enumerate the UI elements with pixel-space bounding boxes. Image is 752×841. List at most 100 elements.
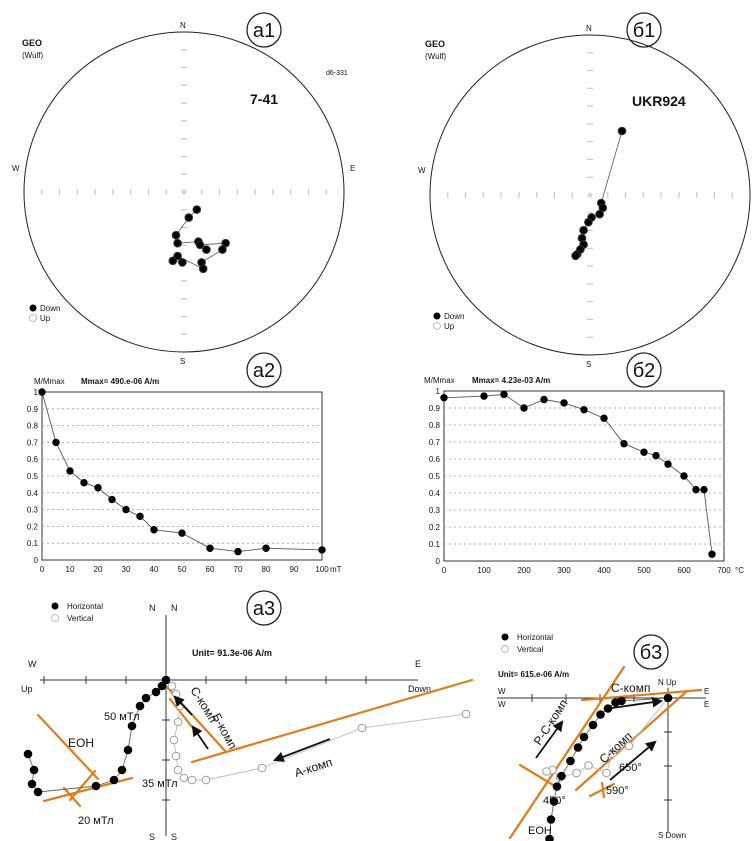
legend-down: Down xyxy=(444,312,464,321)
label-450: 450° xyxy=(543,795,566,807)
panel-label-a1: а1 xyxy=(246,12,282,48)
projection-subheader: (Wulf) xyxy=(425,52,447,61)
label-eoh: ЕОН xyxy=(68,736,94,750)
y-tick-label: 0.4 xyxy=(27,489,39,498)
legend: Horizontal Vertical xyxy=(501,633,553,654)
x-tick-label: 200 xyxy=(517,566,531,575)
y-tick-label: 0 xyxy=(436,557,441,566)
svg-text:б1: б1 xyxy=(633,20,656,42)
vertical-point xyxy=(624,741,634,751)
net-ticks xyxy=(41,49,327,335)
svg-text:б3: б3 xyxy=(640,642,663,664)
data-point xyxy=(580,406,588,414)
horizontal-point xyxy=(549,797,559,806)
vertical-point xyxy=(167,681,177,691)
vertical-point xyxy=(584,761,593,770)
legend: Horizontal Vertical xyxy=(51,602,103,623)
arrow-b-comp xyxy=(191,725,209,750)
stereonet-a1: GEO (Wulf) d6-331 7-41 N S W E Down Up xyxy=(12,21,355,366)
point-12 xyxy=(178,258,187,267)
data-point xyxy=(206,544,214,552)
data-point xyxy=(150,526,158,534)
horizontal-point xyxy=(579,732,589,742)
horizontal-point xyxy=(552,782,562,791)
axis-s-down: S Down xyxy=(658,831,686,840)
panel-label-a2: а2 xyxy=(246,352,282,388)
axis-w1: W xyxy=(498,687,506,696)
data-point xyxy=(680,472,688,480)
compass-n: N xyxy=(180,21,186,30)
horizontal-point xyxy=(546,815,556,824)
vertical-point xyxy=(357,723,367,733)
data-points xyxy=(542,693,673,841)
horizontal-point xyxy=(157,681,167,691)
data-point xyxy=(178,529,186,537)
label-20mt: 20 мТл xyxy=(78,815,114,827)
point-2 xyxy=(171,230,181,240)
data-point xyxy=(560,399,568,407)
sample-name: 7-41 xyxy=(250,91,278,107)
y-tick-label: 0.3 xyxy=(27,506,39,515)
vertical-point xyxy=(179,773,189,783)
legend-down: Down xyxy=(40,304,60,313)
label-b-comp: Б-комп xyxy=(209,711,240,752)
y-tick-label: 0.1 xyxy=(429,540,441,549)
vertical-point xyxy=(171,689,181,699)
data-point xyxy=(122,505,130,514)
x-tick-label: 40 xyxy=(150,565,159,574)
horizontal-point xyxy=(135,701,145,711)
arrow-c-comp-v xyxy=(609,740,657,781)
panel-label-b1: б1 xyxy=(626,12,662,48)
y-tick-label: 0.9 xyxy=(27,405,39,414)
legend-up: Up xyxy=(40,314,51,323)
x-tick-label: 0 xyxy=(40,565,45,574)
vertical-point xyxy=(572,768,581,778)
mmax-label: Mmax= 4.23e-03 A/m xyxy=(472,376,550,385)
horizontal-point xyxy=(663,693,673,703)
vertical-point xyxy=(171,751,181,761)
point-0 xyxy=(617,126,627,136)
net-circle xyxy=(429,34,751,356)
axis-down: Down xyxy=(408,684,431,694)
y-tick-label: 1 xyxy=(436,387,441,396)
horizontal-point xyxy=(611,698,620,707)
point-8 xyxy=(218,245,227,254)
axis-w2: W xyxy=(498,700,506,709)
series-line xyxy=(41,391,323,553)
svg-text:б2: б2 xyxy=(633,360,656,382)
projection-header: GEO xyxy=(425,39,445,49)
legend-horizontal: Horizontal xyxy=(517,633,553,642)
vertical-point xyxy=(602,768,611,778)
data-point xyxy=(708,550,716,558)
y-tick-label: 0.5 xyxy=(27,472,39,481)
label-650: 650° xyxy=(619,762,642,774)
axis-e2: E xyxy=(704,700,709,709)
point-5 xyxy=(584,217,593,227)
x-tick-label: 50 xyxy=(178,565,187,574)
x-tick-label: 90 xyxy=(290,565,299,574)
horizontal-point xyxy=(27,779,37,789)
panel-label-a3: а3 xyxy=(246,590,282,626)
sample-name: UKR924 xyxy=(632,93,686,109)
x-tick-label: 80 xyxy=(262,565,271,574)
demag-chart-a2: M/Mmax Mmax= 490.e-06 A/m mT 0 0.1 0.2 0.3 0… xyxy=(27,377,342,574)
x-tick-label: 600 xyxy=(677,566,691,575)
label-a-comp: А-комп xyxy=(293,755,334,780)
vertical-point xyxy=(257,763,267,773)
data-point xyxy=(664,460,672,468)
data-points xyxy=(23,675,471,797)
y-tick-label: 0.3 xyxy=(429,506,441,515)
compass-s: S xyxy=(586,360,591,369)
label-50mt: 50 мТл xyxy=(104,711,140,723)
legend-up: Up xyxy=(444,322,455,331)
horizontal-point xyxy=(161,675,171,685)
data-point xyxy=(440,394,448,402)
x-tick-label: 100 xyxy=(315,565,329,574)
y-tick-label: 0.6 xyxy=(429,455,441,464)
compass-s: S xyxy=(180,357,185,366)
data-point xyxy=(38,388,46,396)
data-point xyxy=(66,467,74,475)
data-points xyxy=(168,205,230,274)
compass-w: W xyxy=(418,166,426,175)
legend-horizontal: Horizontal xyxy=(67,602,103,611)
